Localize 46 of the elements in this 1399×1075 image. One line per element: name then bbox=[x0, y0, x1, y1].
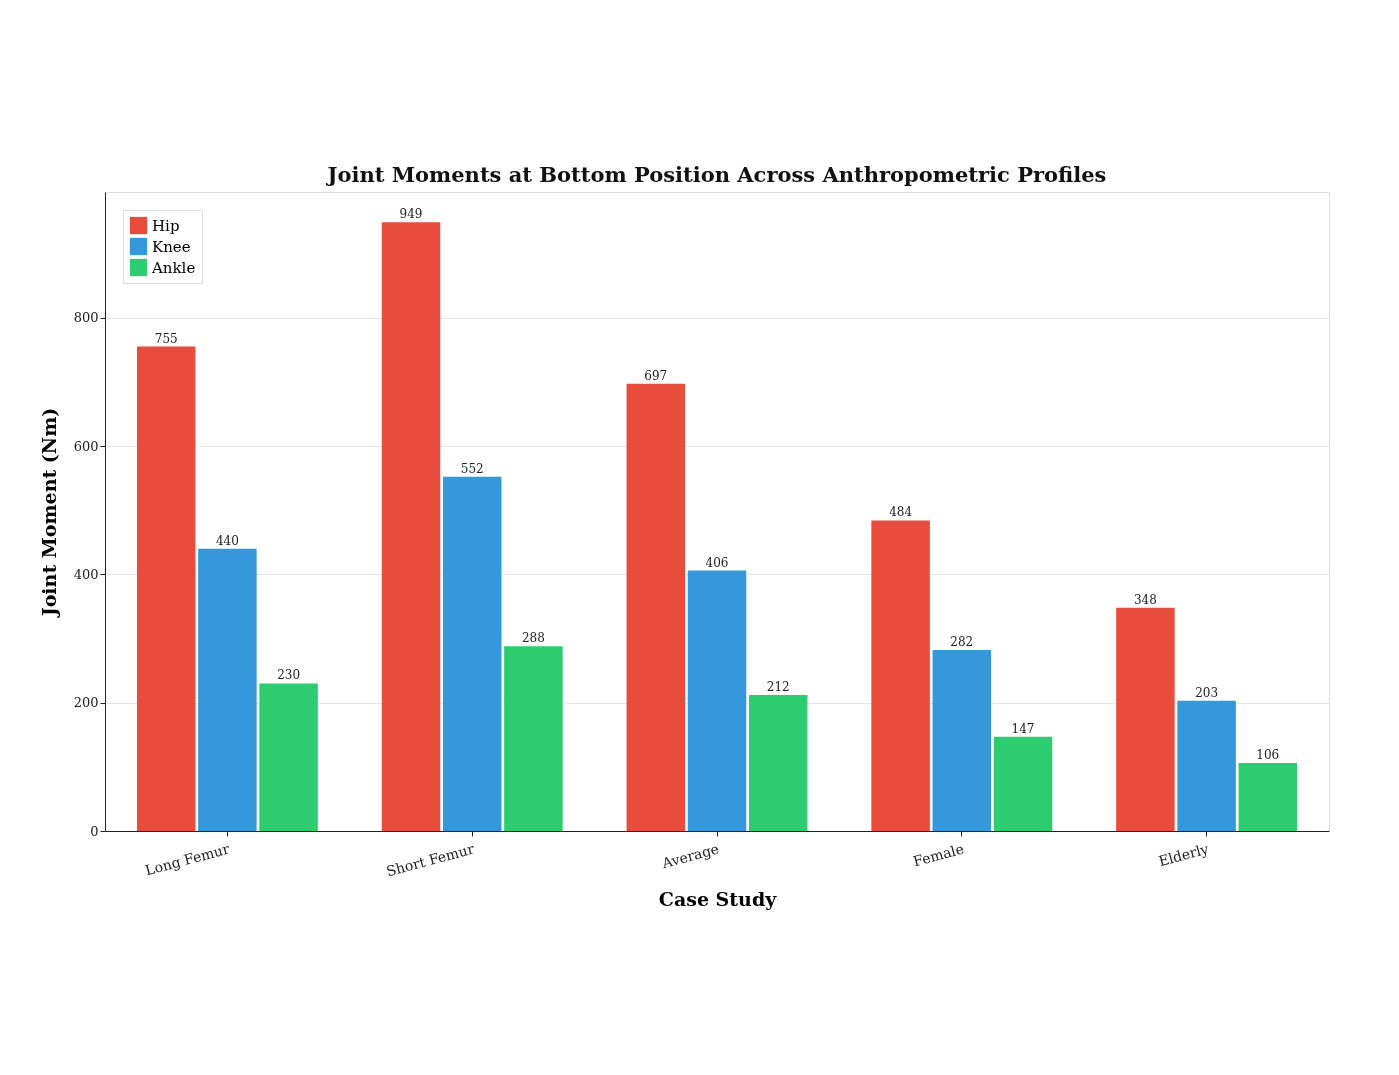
bar bbox=[198, 548, 257, 831]
bar bbox=[442, 476, 502, 831]
legend-label: Ankle bbox=[151, 258, 196, 277]
data-label: 282 bbox=[950, 635, 974, 650]
bar bbox=[381, 222, 441, 831]
chart-title: Joint Moments at Bottom Position Across Anthropometric Profiles bbox=[325, 162, 1107, 187]
data-label: 106 bbox=[1256, 747, 1280, 762]
data-label: 552 bbox=[460, 461, 484, 476]
y-tick-label: 200 bbox=[73, 695, 99, 711]
data-label: 406 bbox=[705, 555, 729, 570]
bar bbox=[136, 346, 196, 831]
data-label: 484 bbox=[889, 505, 913, 520]
bar bbox=[748, 694, 808, 831]
bar bbox=[1177, 700, 1236, 831]
y-axis-title: Joint Moment (Nm) bbox=[37, 407, 60, 619]
bar bbox=[1238, 762, 1298, 831]
bar bbox=[932, 650, 992, 831]
y-tick-label: 400 bbox=[73, 566, 99, 582]
data-label: 697 bbox=[644, 368, 668, 383]
data-label: 203 bbox=[1195, 685, 1219, 700]
x-tick-label: Average bbox=[659, 840, 721, 872]
data-label: 147 bbox=[1011, 721, 1035, 736]
bar bbox=[687, 570, 747, 831]
data-label: 212 bbox=[766, 679, 790, 694]
x-tick-label: Short Femur bbox=[384, 840, 477, 880]
x-tick-label: Elderly bbox=[1156, 840, 1211, 870]
bar bbox=[871, 520, 930, 831]
x-axis-title: Case Study bbox=[658, 888, 778, 911]
data-label: 348 bbox=[1133, 592, 1157, 607]
bar bbox=[259, 683, 318, 831]
data-label: 230 bbox=[277, 668, 301, 683]
y-tick-label: 0 bbox=[90, 823, 99, 839]
y-tick-label: 800 bbox=[73, 310, 99, 326]
x-tick-label: Long Femur bbox=[143, 840, 232, 879]
bar bbox=[504, 646, 563, 831]
bar bbox=[1116, 607, 1175, 831]
bar bbox=[993, 736, 1053, 831]
bar bbox=[626, 383, 686, 831]
legend-label: Knee bbox=[152, 237, 191, 256]
data-label: 440 bbox=[215, 533, 239, 548]
legend-label: Hip bbox=[152, 216, 180, 235]
data-label: 949 bbox=[399, 207, 423, 222]
data-label: 288 bbox=[521, 631, 545, 646]
data-label: 755 bbox=[154, 331, 178, 346]
x-tick-label: Female bbox=[911, 840, 966, 870]
y-tick-label: 600 bbox=[73, 438, 99, 454]
